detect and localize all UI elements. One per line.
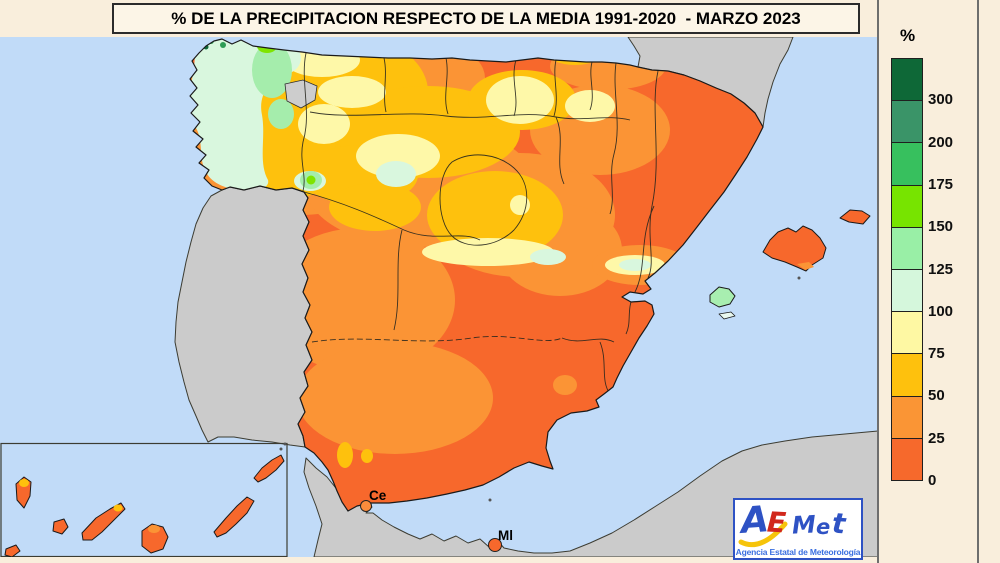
aemet-logo: A E M e t Agencia Estatal de Meteorologí… — [733, 498, 863, 560]
legend-swatch — [892, 143, 922, 186]
logo-letter-t: t — [830, 506, 847, 541]
legend-unit-label: % — [900, 26, 916, 45]
canary-inset — [0, 442, 288, 557]
legend-swatch — [892, 312, 922, 355]
el-hierro-island — [4, 544, 21, 557]
map-title-box: % DE LA PRECIPITACION RESPECTO DE LA MED… — [112, 3, 860, 34]
melilla-dot — [488, 538, 502, 552]
menorca-island — [839, 209, 871, 225]
legend-swatch — [892, 438, 922, 481]
legend-tick-label: 25 — [928, 429, 945, 447]
alboran-islet — [488, 498, 492, 502]
gran-canaria-orange-patch — [148, 525, 160, 533]
logo-letter-e: E — [766, 505, 788, 540]
legend-tick-label: 175 — [928, 175, 954, 193]
formentera-island — [718, 311, 736, 320]
autonomous-cities: Ce Ml — [360, 488, 513, 552]
canary-inset-box — [0, 442, 288, 557]
legend-right-border — [977, 0, 979, 563]
legend-panel: % 300 200 175 150 125 100 75 50 25 0 — [878, 0, 978, 563]
legend-swatch — [892, 227, 922, 271]
portugal-landmass — [174, 185, 313, 448]
ibiza-island — [709, 286, 736, 308]
mallorca-orange-patch — [797, 262, 814, 270]
ceuta-label: Ce — [369, 488, 387, 503]
band-125-150 — [252, 42, 322, 189]
la-palma-gold-patch — [19, 479, 29, 487]
legend-left-border — [877, 0, 879, 563]
la-gomera-island — [52, 518, 69, 535]
legend-swatch — [892, 354, 922, 397]
legend-tick-label: 150 — [928, 218, 954, 236]
logo-letter-e2: e — [816, 515, 831, 539]
legend-swatch — [892, 396, 922, 439]
logo-subtitle: Agencia Estatal de Meteorología — [735, 547, 861, 557]
band-75-100 — [284, 39, 665, 275]
fuerteventura-island — [213, 496, 255, 538]
logo-swoosh-icon — [738, 521, 788, 548]
legend-tick-label: 50 — [928, 387, 945, 405]
legend-tick-label: 100 — [928, 302, 954, 320]
map-title: % DE LA PRECIPITACION RESPECTO DE LA MED… — [171, 8, 801, 28]
balearic-islands — [709, 209, 871, 320]
lanzarote-island — [253, 454, 285, 483]
ceuta-dot — [360, 500, 372, 512]
legend-swatch — [892, 270, 922, 313]
mallorca-island — [762, 225, 827, 272]
tenerife-gold-patch — [113, 504, 123, 512]
legend-tick-label: 200 — [928, 133, 954, 151]
legend-swatch — [892, 185, 922, 228]
legend-tick-label: 75 — [928, 345, 945, 363]
cabrera-islet — [797, 276, 801, 280]
legend-swatch — [892, 59, 922, 102]
legend-swatch — [892, 101, 922, 144]
tenerife-island — [81, 502, 126, 541]
lanzarote-islet-2 — [283, 442, 287, 446]
lanzarote-islet-1 — [279, 447, 283, 451]
map-canvas: Ce Ml — [0, 37, 878, 557]
gran-canaria-island — [141, 523, 169, 554]
spain-coastline — [189, 38, 764, 512]
legend-tick-label: 300 — [928, 91, 954, 109]
no-data-patch — [284, 79, 318, 109]
legend-tick-label: 125 — [928, 260, 954, 278]
logo-letter-m: M — [791, 510, 817, 540]
legend-colorbar — [891, 58, 923, 481]
legend-tick-label: 0 — [928, 472, 937, 489]
melilla-label: Ml — [498, 528, 513, 543]
